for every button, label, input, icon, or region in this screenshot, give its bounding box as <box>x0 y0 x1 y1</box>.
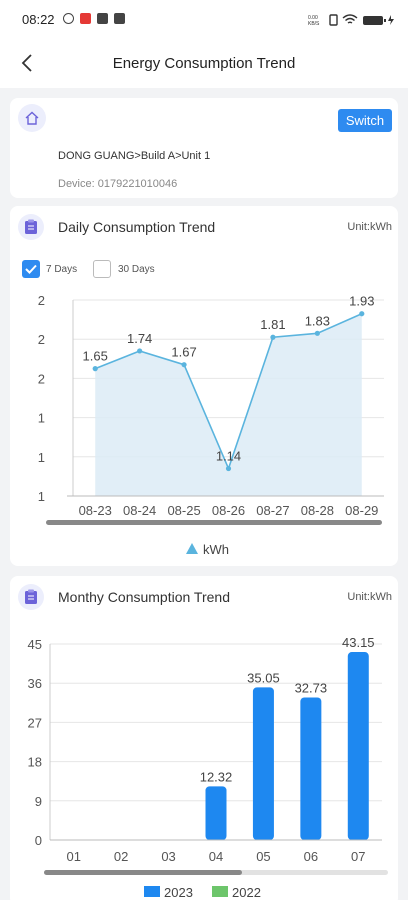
data-label: 1.93 <box>349 294 374 309</box>
label-7-days: 7 Days <box>46 264 78 275</box>
x-tick-label: 08-23 <box>79 503 112 518</box>
y-tick-label: 1 <box>38 450 45 465</box>
x-tick-label: 04 <box>209 849 223 864</box>
x-tick-label: 08-28 <box>301 503 334 518</box>
data-point <box>359 311 365 317</box>
nav-bar: Energy Consumption Trend <box>0 40 408 88</box>
app-notification-icon <box>80 13 91 24</box>
data-label: 1.67 <box>171 345 196 360</box>
data-point <box>314 330 320 336</box>
data-label: 12.32 <box>200 769 233 784</box>
data-label: 1.83 <box>305 313 330 328</box>
bar-2023 <box>205 786 227 840</box>
x-tick-label: 08-29 <box>345 503 378 518</box>
svg-text:KB/S: KB/S <box>308 21 320 27</box>
whatsapp-icon <box>63 13 74 24</box>
data-label: 1.74 <box>127 331 152 346</box>
checkbox-7-days[interactable] <box>22 260 40 278</box>
label-30-days: 30 Days <box>118 264 155 275</box>
y-tick-label: 27 <box>28 715 42 730</box>
bar-2023 <box>300 697 322 840</box>
battery-icon <box>363 16 383 25</box>
monthly-unit: Unit:kWh <box>347 591 392 603</box>
legend-label: kWh <box>203 542 229 557</box>
home-icon <box>18 104 46 132</box>
location-path: DONG GUANG>Build A>Unit 1 <box>58 150 211 162</box>
series-area <box>95 313 362 496</box>
data-point <box>225 465 232 472</box>
x-tick-label: 05 <box>256 849 270 864</box>
chart-scrollbar <box>44 870 242 875</box>
chevron-left-icon <box>21 54 32 72</box>
data-point <box>181 362 187 368</box>
y-tick-label: 2 <box>38 293 45 308</box>
y-tick-label: 45 <box>28 637 42 652</box>
status-right-icons: 0.00 KB/S <box>308 14 394 27</box>
legend-swatch-2023 <box>144 886 160 897</box>
y-tick-label: 36 <box>28 676 42 691</box>
back-button[interactable] <box>14 50 40 76</box>
svg-text:0.00: 0.00 <box>308 15 318 21</box>
daily-trend-card: Daily Consumption Trend Unit:kWh 7 Days … <box>10 206 398 566</box>
y-tick-label: 1 <box>38 489 45 504</box>
y-tick-label: 2 <box>38 332 45 347</box>
x-tick-label: 03 <box>161 849 175 864</box>
data-label: 35.05 <box>247 670 280 685</box>
x-tick-label: 01 <box>66 849 80 864</box>
vibrate-icon <box>329 14 338 26</box>
device-id: Device: 0179221010046 <box>58 178 178 190</box>
wifi-icon <box>342 14 358 24</box>
data-label: 1.14 <box>216 449 241 464</box>
x-tick-label: 08-26 <box>212 503 245 518</box>
daily-chart: 1 1 1 2 2 2 1.65 1.74 1.67 1.14 1.81 1.83 1.93 08-23 0… <box>38 293 384 557</box>
checkbox-30-days[interactable] <box>93 260 111 278</box>
data-label: 1.65 <box>83 349 108 364</box>
data-point <box>137 348 143 354</box>
monthly-trend-card: Monthy Consumption Trend Unit:kWh 0 9 18 27… <box>10 576 398 900</box>
clipboard-icon <box>18 584 44 610</box>
x-tick-label: 08-27 <box>256 503 289 518</box>
data-label: 32.73 <box>295 680 328 695</box>
clipboard-icon <box>18 214 44 240</box>
daily-unit: Unit:kWh <box>347 221 392 233</box>
y-tick-label: 18 <box>28 755 42 770</box>
legend-label: 2022 <box>232 885 261 900</box>
legend-swatch-2022 <box>212 886 228 897</box>
data-label: 1.81 <box>260 317 285 332</box>
y-tick-label: 9 <box>35 794 42 809</box>
daily-title: Daily Consumption Trend <box>58 219 216 235</box>
x-tick-label: 02 <box>114 849 128 864</box>
x-tick-label: 06 <box>304 849 318 864</box>
status-bar: 08:22 0.00 KB/S <box>0 0 408 40</box>
chart-legend: 2023 2022 <box>144 885 261 900</box>
data-point <box>270 334 276 340</box>
data-label: 43.15 <box>342 635 375 650</box>
app-notification-icon <box>114 13 125 24</box>
charging-icon <box>388 15 394 25</box>
chart-scrollbar <box>46 520 382 525</box>
y-tick-label: 2 <box>38 371 45 386</box>
x-tick-label: 07 <box>351 849 365 864</box>
switch-button[interactable]: Switch <box>338 109 392 132</box>
y-tick-label: 0 <box>35 833 42 848</box>
check-icon <box>25 264 37 274</box>
location-card: Switch DONG GUANG>Build A>Unit 1 Device:… <box>10 98 398 198</box>
legend-label: 2023 <box>164 885 193 900</box>
data-point <box>92 366 98 372</box>
status-time: 08:22 <box>22 12 55 27</box>
monthly-chart: 0 9 18 27 36 45 12.32 35.05 32.73 43.15 01 02 03 04 05… <box>28 635 388 900</box>
page-title: Energy Consumption Trend <box>112 55 296 72</box>
x-tick-label: 08-24 <box>123 503 156 518</box>
chart-legend: kWh <box>186 542 229 557</box>
y-tick-label: 1 <box>38 411 45 426</box>
x-tick-label: 08-25 <box>167 503 200 518</box>
app-notification-icon <box>97 13 108 24</box>
bar-2023 <box>252 687 274 840</box>
monthly-title: Monthy Consumption Trend <box>58 589 230 605</box>
legend-triangle-icon <box>186 543 198 554</box>
bar-2023 <box>347 652 369 840</box>
